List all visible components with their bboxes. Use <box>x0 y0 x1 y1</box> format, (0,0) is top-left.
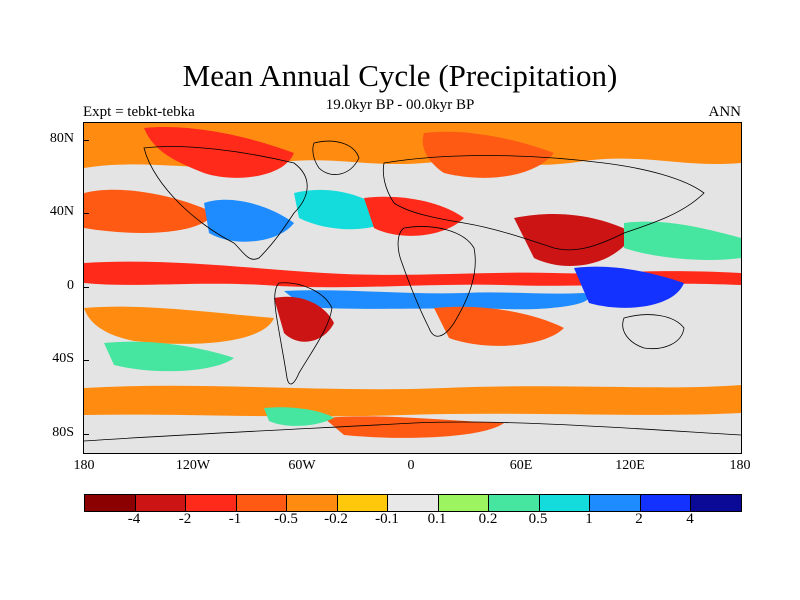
lon-label-120w: 120W <box>175 458 211 473</box>
lat-label-40n: 40N <box>49 204 74 219</box>
colorbar-label: -0.2 <box>324 511 348 527</box>
coast-north-america <box>143 146 308 260</box>
experiment-label: Expt = tebkt-tebka <box>83 104 195 120</box>
colorbar-label: 0.1 <box>427 511 447 527</box>
lat-tick <box>83 140 89 141</box>
colorbar-label: -4 <box>127 511 141 527</box>
colorbar-label: -0.5 <box>274 511 298 527</box>
field-south-america-red <box>274 296 334 342</box>
lat-label-80n: 80N <box>49 131 74 146</box>
lon-label-180e: 180 <box>729 458 751 473</box>
coastlines <box>84 140 741 442</box>
field-antarctic-orange <box>324 416 504 438</box>
colorbar-box <box>590 495 641 511</box>
field-southern-green <box>104 341 234 372</box>
colorbar <box>84 494 742 512</box>
precipitation-map <box>83 122 742 454</box>
lat-tick <box>83 434 89 435</box>
colorbar-box <box>539 495 591 511</box>
field-asia-red <box>514 213 634 266</box>
colorbar-box <box>438 495 490 511</box>
field-natlantic-cyan <box>294 189 394 230</box>
colorbar-box <box>691 495 741 511</box>
field-wpacific-green <box>624 221 741 260</box>
chart-subtitle: 19.0kyr BP - 00.0kyr BP <box>325 97 475 113</box>
colorbar-label: -1 <box>228 511 242 527</box>
lon-label-120e: 120E <box>615 458 645 473</box>
season-label: ANN <box>708 104 742 120</box>
lat-label-80s: 80S <box>52 425 74 440</box>
field-antarctic-green <box>264 407 334 426</box>
lat-tick <box>83 213 89 214</box>
field-canada-red <box>144 127 294 178</box>
anomaly-fields <box>84 123 741 438</box>
coast-south-america <box>274 282 333 385</box>
coast-antarctica <box>84 421 741 442</box>
colorbar-label: 2 <box>635 511 643 527</box>
lon-label-60w: 60W <box>288 458 316 473</box>
lon-label-0: 0 <box>407 458 415 473</box>
colorbar-box <box>85 495 136 511</box>
coast-greenland <box>312 140 360 175</box>
colorbar-box <box>388 495 439 511</box>
colorbar-box <box>287 495 338 511</box>
colorbar-box <box>236 495 288 511</box>
coast-europe-asia <box>382 155 705 251</box>
colorbar-box <box>640 495 692 511</box>
field-npacific-red <box>84 189 214 233</box>
colorbar-label: -0.1 <box>375 511 399 527</box>
colorbar-label: 1 <box>585 511 593 527</box>
field-indian-ocean-red <box>434 306 564 346</box>
colorbar-box <box>186 495 237 511</box>
coast-australia <box>622 314 685 350</box>
colorbar-label: 4 <box>686 511 694 527</box>
colorbar-box <box>489 495 540 511</box>
lat-tick <box>83 360 89 361</box>
field-south-pacific-orange <box>84 306 274 344</box>
field-natlantic-blue <box>204 199 294 242</box>
lat-tick <box>83 287 89 288</box>
field-indonesia-blue <box>574 266 684 308</box>
lat-label-40s: 40S <box>52 351 74 366</box>
field-itcz-red <box>84 261 741 288</box>
lat-label-0: 0 <box>67 278 74 293</box>
field-europe-red <box>364 196 464 236</box>
field-southern-orange <box>84 385 741 417</box>
colorbar-label: 0.2 <box>478 511 498 527</box>
coast-africa <box>397 226 476 337</box>
colorbar-label: 0.5 <box>528 511 548 527</box>
colorbar-label: -2 <box>178 511 192 527</box>
chart-title: Mean Annual Cycle (Precipitation) <box>182 58 618 93</box>
field-equator-blue <box>284 290 589 310</box>
lon-label-60e: 60E <box>509 458 533 473</box>
map-svg <box>84 123 741 442</box>
field-siberia-red <box>422 131 554 178</box>
colorbar-box <box>337 495 389 511</box>
colorbar-box <box>135 495 187 511</box>
lon-label-180w: 180 <box>73 458 95 473</box>
